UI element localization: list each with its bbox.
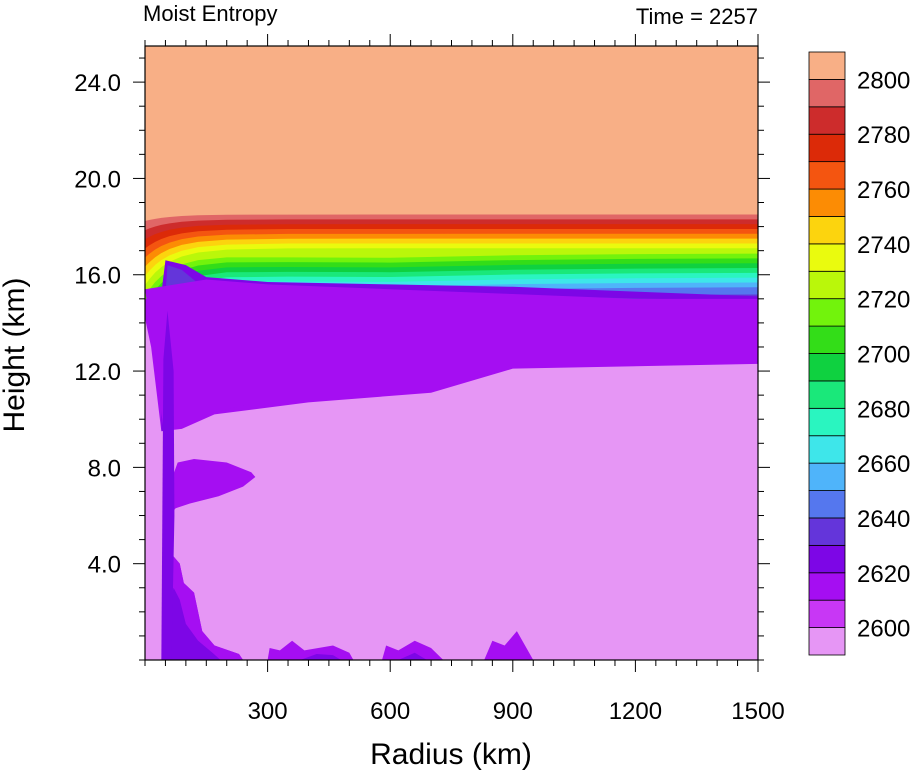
x-tick-label: 300 <box>248 698 288 725</box>
colorbar-swatch <box>808 188 846 217</box>
chart-title-left: Moist Entropy <box>143 1 278 26</box>
colorbar-swatch <box>808 298 846 327</box>
colorbar-label: 2800 <box>857 67 910 94</box>
colorbar-label: 2760 <box>857 177 910 204</box>
colorbar-label: 2680 <box>857 396 910 423</box>
colorbar-swatch <box>808 216 846 245</box>
contour-feature-2610 <box>484 631 534 660</box>
x-tick-label: 600 <box>370 698 410 725</box>
contour-feature-2610 <box>382 640 444 660</box>
colorbar-label: 2640 <box>857 506 910 533</box>
contour-feature-2620 <box>398 652 427 660</box>
plot-area: 300 600 900 1200 1500 4.0 8.0 12.0 16.0 20.0 24.0 <box>74 34 785 725</box>
x-axis-label: Radius (km) <box>370 738 532 771</box>
colorbar-swatch <box>808 407 846 437</box>
colorbar-swatch <box>808 627 846 656</box>
x-tick-label: 900 <box>493 698 533 725</box>
contour-feature-2610 <box>169 458 256 516</box>
colorbar-swatch <box>808 51 846 80</box>
colorbar-swatch <box>808 133 846 163</box>
colorbar-swatch <box>808 462 846 491</box>
y-tick-label: 16.0 <box>74 263 121 290</box>
colorbar-swatch <box>808 599 846 628</box>
contour-band-below-2600 <box>145 318 758 660</box>
colorbar-label: 2660 <box>857 451 910 478</box>
y-tick-label: 8.0 <box>88 455 121 482</box>
colorbar-label: 2720 <box>857 287 910 314</box>
colorbar-swatch <box>808 544 846 574</box>
colorbar-label: 2600 <box>857 616 910 643</box>
contour-region-2610 <box>145 279 758 434</box>
contour-feature-2620 <box>300 653 342 660</box>
colorbar-label: 2700 <box>857 342 910 369</box>
colorbar: 2600 2620 2640 2660 2680 2700 2720 2740 2760 2780… <box>808 51 910 656</box>
colorbar-swatch <box>808 517 846 546</box>
colorbar-label: 2780 <box>857 122 910 149</box>
x-tick-label: 1200 <box>609 698 662 725</box>
colorbar-swatch <box>808 380 846 409</box>
y-tick-label: 24.0 <box>74 70 121 97</box>
colorbar-swatch <box>808 161 846 190</box>
colorbar-swatch <box>808 243 846 272</box>
chart-title-right: Time = 2257 <box>636 4 758 29</box>
colorbar-swatch <box>808 572 846 601</box>
eyewall-column <box>161 310 175 660</box>
y-axis-label: Height (km) <box>0 277 31 432</box>
y-tick-label: 4.0 <box>88 552 121 579</box>
colorbar-swatch <box>808 79 846 108</box>
colorbar-label: 2620 <box>857 561 910 588</box>
colorbar-swatch <box>808 270 846 300</box>
colorbar-swatch <box>808 325 846 354</box>
colorbar-swatch <box>808 353 846 382</box>
colorbar-label: 2740 <box>857 232 910 259</box>
y-tick-label: 12.0 <box>74 359 121 386</box>
colorbar-swatch <box>808 106 846 135</box>
colorbar-swatch <box>808 490 846 519</box>
y-tick-label: 20.0 <box>74 166 121 193</box>
contour-feature-2620 <box>166 587 221 660</box>
x-tick-label: 1500 <box>731 698 784 725</box>
colorbar-swatch <box>808 435 846 464</box>
